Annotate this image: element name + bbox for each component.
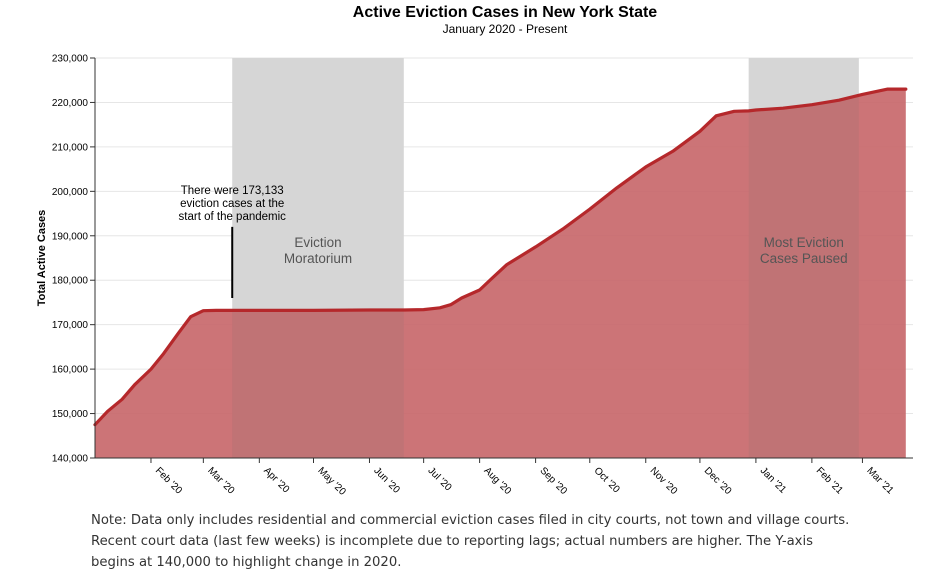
x-tick-label: Jan '21 bbox=[758, 465, 789, 496]
y-tick-label: 200,000 bbox=[52, 187, 89, 198]
annotation-text: start of the pandemic bbox=[179, 211, 287, 223]
annotation-text: There were 173,133 bbox=[181, 185, 284, 197]
y-tick-label: 190,000 bbox=[52, 231, 89, 242]
series-line bbox=[93, 87, 908, 427]
x-tick-label: Dec '20 bbox=[702, 465, 734, 497]
x-tick-label: Aug '20 bbox=[482, 465, 514, 497]
area-fill bbox=[95, 89, 906, 458]
x-tick-label: Mar '21 bbox=[864, 465, 895, 496]
chart-note: Note: Data only includes residential and… bbox=[91, 513, 850, 570]
x-tick-label: Feb '21 bbox=[814, 465, 845, 496]
annotation-text: eviction cases at the bbox=[180, 198, 284, 210]
y-tick-label: 230,000 bbox=[52, 54, 89, 65]
y-tick-label: 220,000 bbox=[52, 98, 89, 109]
x-tick-label: May '20 bbox=[315, 465, 348, 498]
y-tick-label: 160,000 bbox=[52, 365, 89, 376]
y-tick-label: 180,000 bbox=[52, 276, 89, 287]
x-tick-label: Jul '20 bbox=[426, 465, 454, 493]
x-tick-label: Apr '20 bbox=[261, 465, 291, 495]
chart-subtitle: January 2020 - Present bbox=[442, 22, 568, 36]
shaded-period-label: Eviction bbox=[294, 235, 341, 250]
chart-title: Active Eviction Cases in New York State bbox=[352, 4, 658, 21]
y-tick-label: 140,000 bbox=[52, 454, 89, 465]
y-tick-label: 210,000 bbox=[52, 142, 89, 153]
x-tick-label: Sep '20 bbox=[537, 465, 569, 497]
shaded-period-label: Moratorium bbox=[284, 251, 352, 266]
y-tick-label: 150,000 bbox=[52, 409, 89, 420]
x-tick-label: Jun '20 bbox=[371, 465, 402, 496]
shaded-period-label: Cases Paused bbox=[760, 251, 848, 266]
y-tick-label: 170,000 bbox=[52, 320, 89, 331]
x-tick-label: Feb '20 bbox=[153, 465, 184, 496]
x-tick-label: Nov '20 bbox=[648, 465, 680, 497]
shaded-period-overlay bbox=[232, 58, 404, 458]
shaded-period-overlay bbox=[748, 58, 859, 458]
y-axis-title: Total Active Cases bbox=[36, 210, 48, 307]
x-tick-label: Oct '20 bbox=[592, 465, 622, 495]
shaded-period-label: Most Eviction bbox=[764, 235, 844, 250]
x-tick-label: Mar '20 bbox=[205, 465, 236, 496]
